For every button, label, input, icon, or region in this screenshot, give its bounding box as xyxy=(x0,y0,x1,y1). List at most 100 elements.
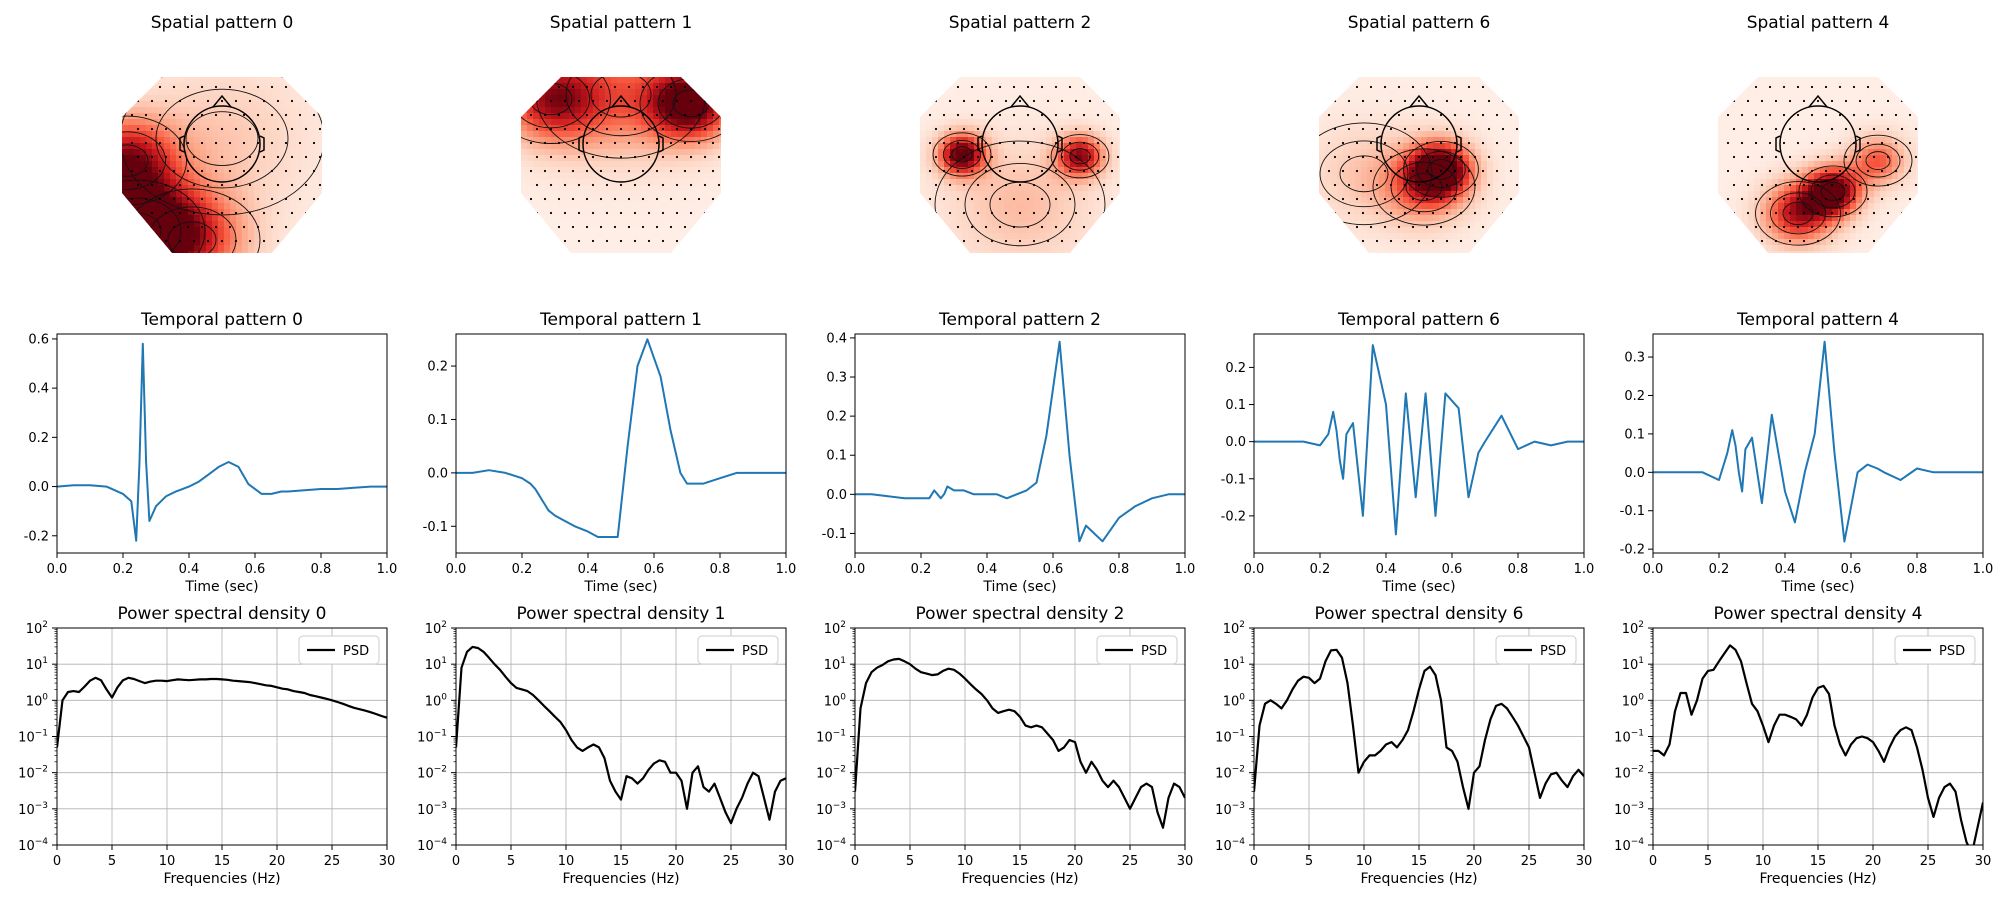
y-tick-label: 0.4 xyxy=(28,382,49,397)
x-axis-label: Frequencies (Hz) xyxy=(1759,871,1876,887)
sensor-marker xyxy=(647,155,651,159)
sensor-marker xyxy=(948,99,952,103)
contour-line xyxy=(942,140,982,169)
sensor-marker xyxy=(1796,113,1800,117)
sensor-marker xyxy=(220,183,224,187)
sensor-marker xyxy=(1012,85,1016,89)
sensor-marker xyxy=(1439,197,1443,201)
contour-line xyxy=(1810,174,1856,209)
sensor-marker xyxy=(262,183,266,187)
y-tick-label: -0.2 xyxy=(24,529,49,544)
sensor-marker xyxy=(1473,239,1477,243)
psd-panel: Power spectral density 0 0 5 10 15 20 25 30 10−4… xyxy=(18,604,395,887)
sensor-marker xyxy=(1054,169,1058,173)
sensor-marker xyxy=(1515,127,1519,131)
sensor-marker xyxy=(535,155,539,159)
x-tick-label: 20 xyxy=(269,854,286,869)
sensor-marker xyxy=(1096,197,1100,201)
sensor-marker xyxy=(1453,141,1457,145)
sensor-marker xyxy=(1908,113,1912,117)
sensor-marker xyxy=(228,169,232,173)
y-tick-label: -0.1 xyxy=(1221,472,1246,487)
sensor-marker xyxy=(970,225,974,229)
sensor-marker xyxy=(669,197,673,201)
sensor-marker xyxy=(1439,169,1443,173)
sensor-marker xyxy=(1074,183,1078,187)
sensor-marker xyxy=(529,141,533,145)
sensor-marker xyxy=(172,197,176,201)
sensor-marker xyxy=(647,183,651,187)
sensor-marker xyxy=(1327,113,1331,117)
sensor-marker xyxy=(689,183,693,187)
sensor-marker xyxy=(675,211,679,215)
legend-label: PSD xyxy=(742,644,768,659)
sensor-marker xyxy=(1768,169,1772,173)
left-ear-outline xyxy=(179,135,185,153)
y-tick-label: 100 xyxy=(1622,692,1645,709)
sensor-marker xyxy=(1032,211,1036,215)
sensor-marker xyxy=(1088,183,1092,187)
sensor-marker xyxy=(1032,155,1036,159)
sensor-marker xyxy=(1802,239,1806,243)
y-tick-label: 0.6 xyxy=(28,332,49,347)
sensor-marker xyxy=(1726,85,1730,89)
sensor-marker xyxy=(970,113,974,117)
sensor-marker xyxy=(270,113,274,117)
sensor-marker xyxy=(1333,155,1337,159)
x-tick-label: 30 xyxy=(379,854,396,869)
sensor-marker xyxy=(1110,225,1114,229)
sensor-marker xyxy=(1096,141,1100,145)
sensor-marker xyxy=(248,211,252,215)
sensor-marker xyxy=(234,183,238,187)
sensor-marker xyxy=(150,155,154,159)
sensor-marker xyxy=(136,183,140,187)
x-tick-label: 0.0 xyxy=(1643,562,1664,577)
legend: PSD xyxy=(1894,635,1976,665)
x-tick-label: 0 xyxy=(851,854,859,869)
sensor-marker xyxy=(717,239,721,243)
sensor-marker xyxy=(557,141,561,145)
sensor-marker xyxy=(150,239,154,243)
sensor-marker xyxy=(934,155,938,159)
sensor-marker xyxy=(549,183,553,187)
y-tick-label: 0.2 xyxy=(826,410,847,425)
sensor-marker xyxy=(214,169,218,173)
axes-frame xyxy=(1652,333,1984,554)
sensor-marker xyxy=(1403,127,1407,131)
right-ear-outline xyxy=(1456,135,1462,153)
contour-line xyxy=(1820,181,1846,201)
legend-box xyxy=(1495,635,1577,665)
x-tick-label: 0.8 xyxy=(311,562,332,577)
sensor-marker xyxy=(312,141,316,145)
sensor-marker xyxy=(178,183,182,187)
x-axis-label: Time (sec) xyxy=(1381,579,1455,595)
sensor-marker xyxy=(1012,197,1016,201)
sensor-marker xyxy=(1726,225,1730,229)
psd-title: Power spectral density 6 xyxy=(1314,604,1523,624)
sensor-marker xyxy=(577,183,581,187)
legend-label: PSD xyxy=(1540,644,1566,659)
sensor-marker xyxy=(1054,225,1058,229)
sensor-marker xyxy=(178,99,182,103)
sensor-marker xyxy=(248,155,252,159)
temporal-pattern-title: Temporal pattern 2 xyxy=(938,310,1101,330)
sensor-marker xyxy=(549,239,553,243)
sensor-marker xyxy=(998,85,1002,89)
sensor-marker xyxy=(186,225,190,229)
sensor-marker xyxy=(647,127,651,131)
sensor-marker xyxy=(1509,169,1513,173)
sensor-marker xyxy=(158,197,162,201)
sensor-marker xyxy=(599,113,603,117)
sensor-marker xyxy=(599,141,603,145)
sensor-marker xyxy=(641,225,645,229)
sensor-marker xyxy=(1032,239,1036,243)
x-tick-label: 20 xyxy=(1067,854,1084,869)
sensor-marker xyxy=(1746,239,1750,243)
sensor-marker xyxy=(172,141,176,145)
sensor-marker xyxy=(1481,141,1485,145)
sensor-marker xyxy=(1788,211,1792,215)
contour-line xyxy=(1050,134,1110,179)
x-tick-label: 0.4 xyxy=(1376,562,1397,577)
temporal-series-line xyxy=(456,338,786,538)
sensor-marker xyxy=(1824,113,1828,117)
